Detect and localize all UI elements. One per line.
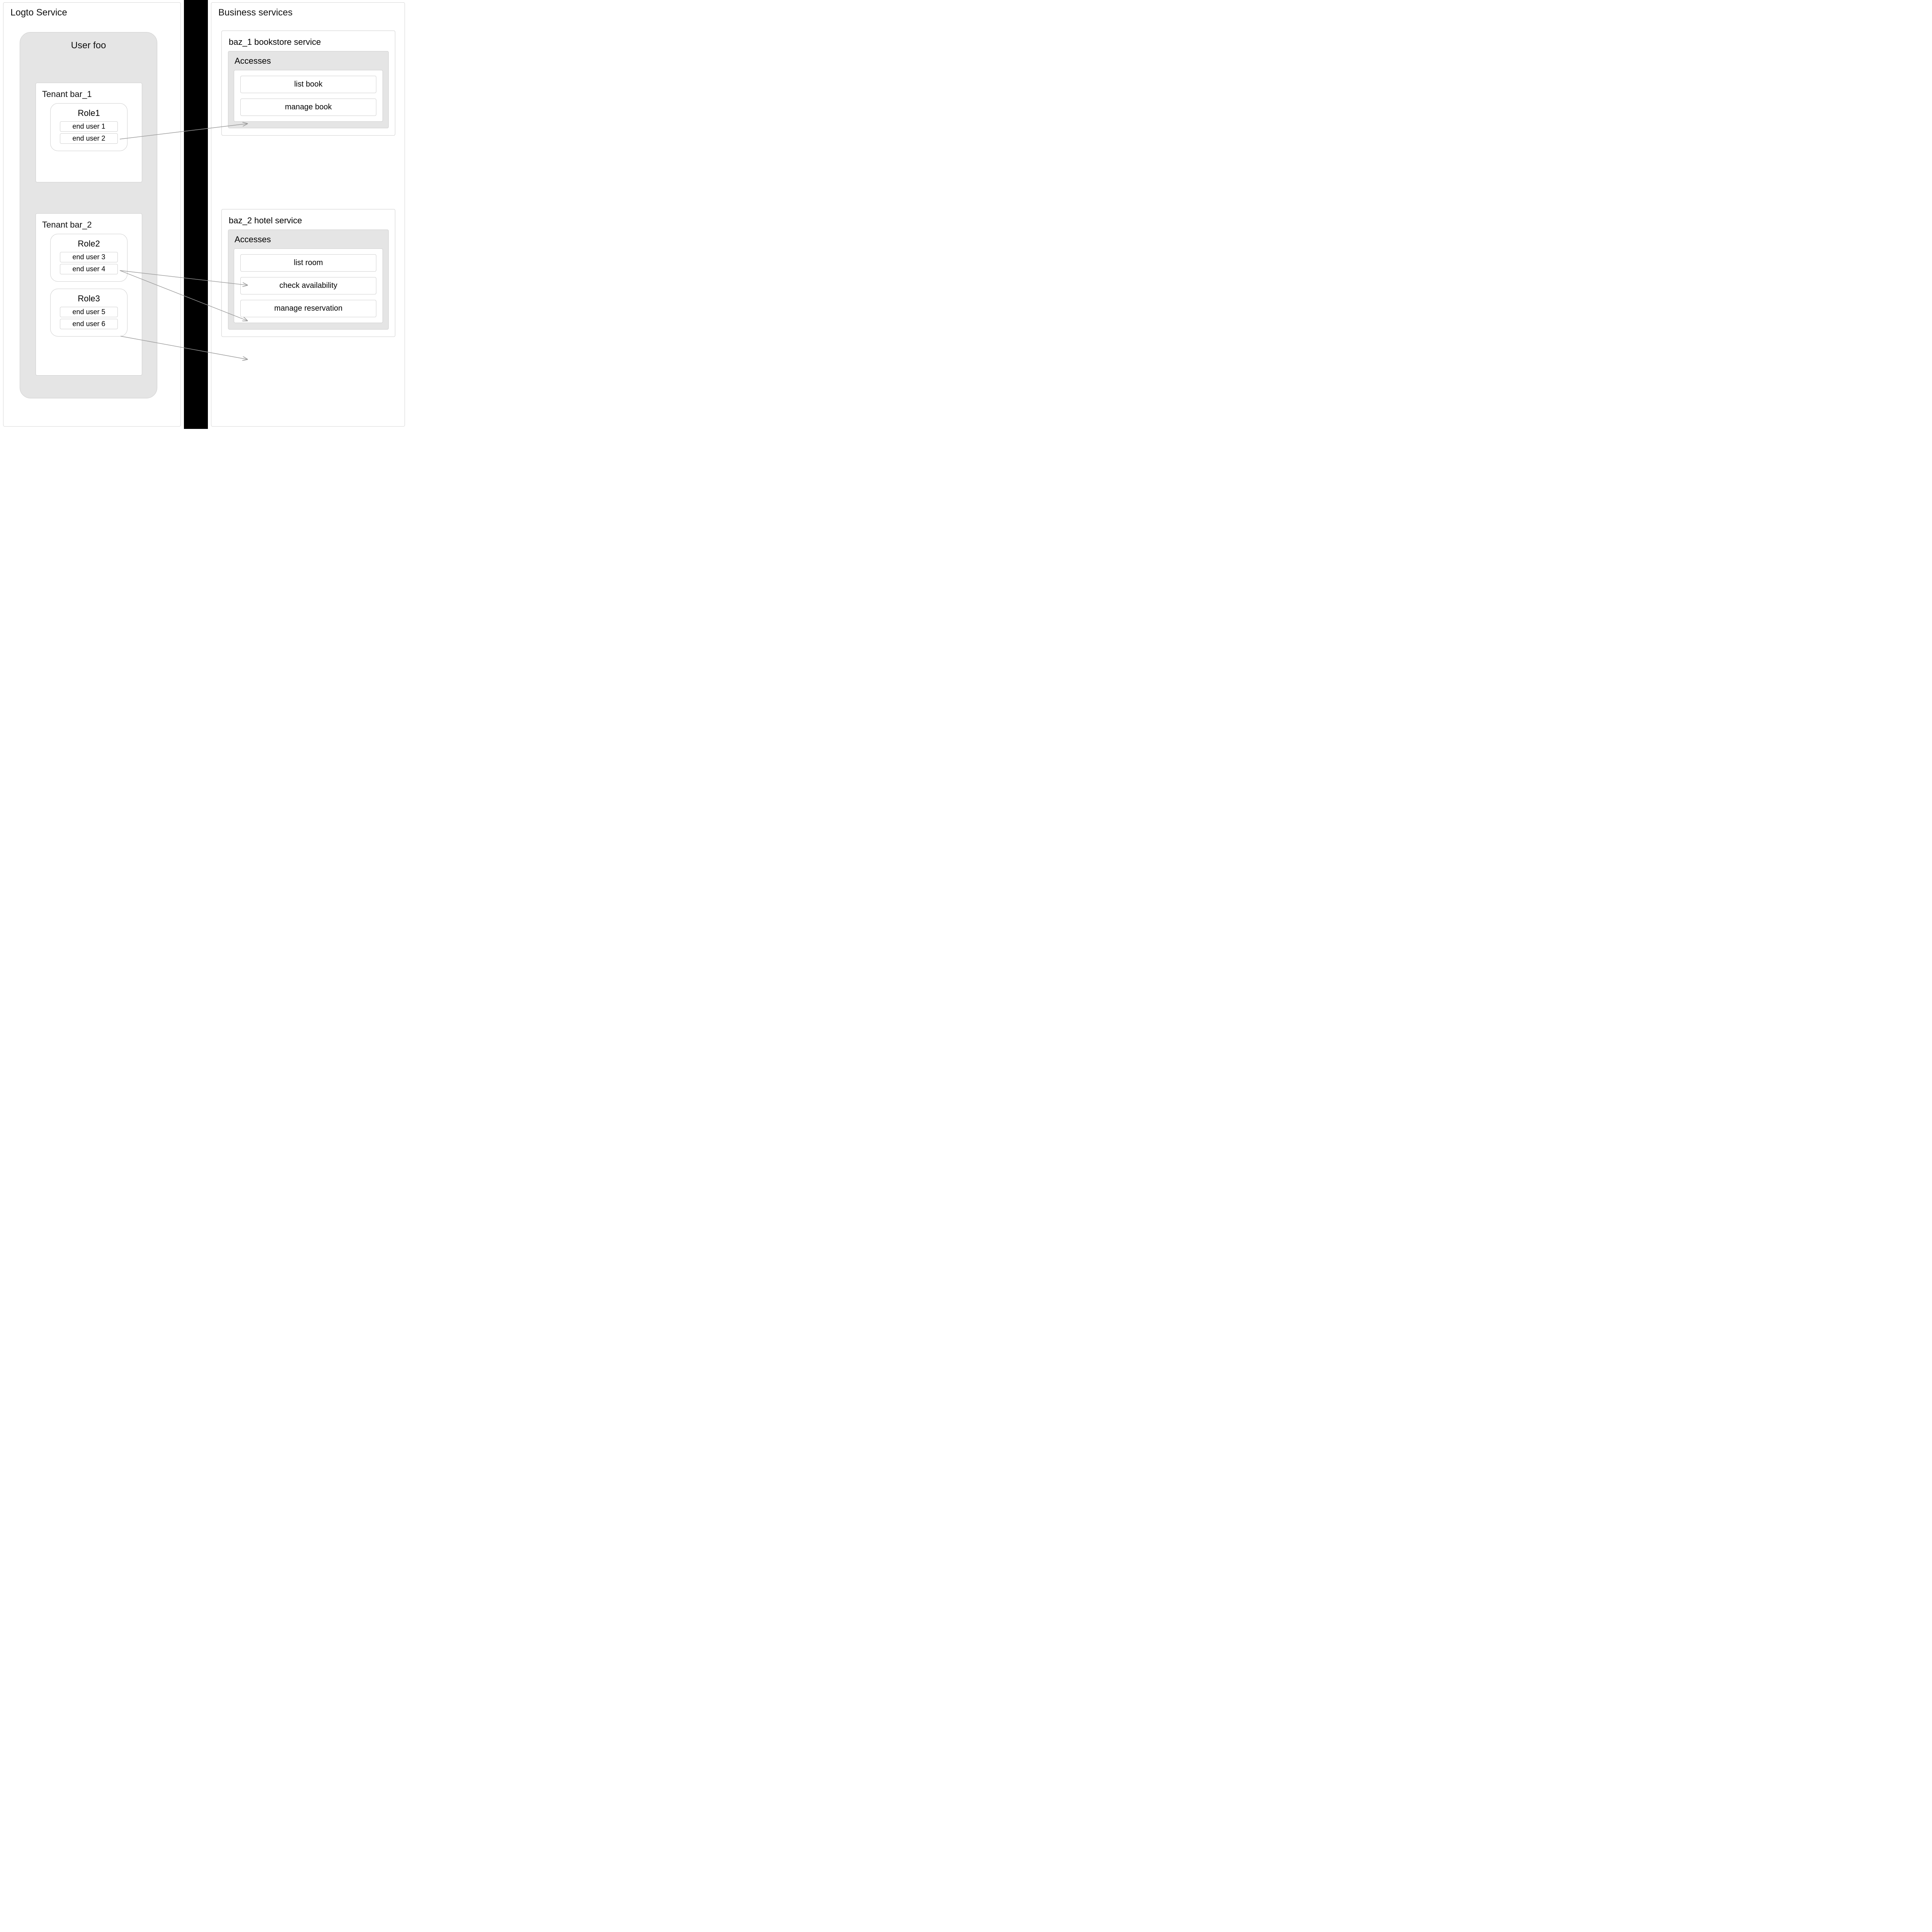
- baz2-accesses-title: Accesses: [234, 234, 383, 248]
- tenant-bar1-box: Tenant bar_1 Role1 end user 1 end user 2: [36, 83, 142, 182]
- baz2-accesses-box: Accesses list room check availability ma…: [228, 230, 389, 330]
- baz2-perm-list: list room check availability manage rese…: [234, 248, 383, 323]
- end-user-chip: end user 6: [60, 319, 118, 329]
- perm-list-book: list book: [240, 76, 376, 93]
- business-services-panel: Business services baz_1 bookstore servic…: [211, 2, 405, 427]
- role2-box: Role2 end user 3 end user 4: [50, 234, 128, 282]
- baz2-service-box: baz_2 hotel service Accesses list room c…: [221, 209, 395, 337]
- baz1-service-title: baz_1 bookstore service: [228, 36, 389, 51]
- role3-title: Role3: [56, 293, 122, 307]
- baz1-accesses-title: Accesses: [234, 55, 383, 70]
- tenant-bar1-title: Tenant bar_1: [41, 88, 136, 103]
- role1-box: Role1 end user 1 end user 2: [50, 103, 128, 151]
- business-services-title: Business services: [211, 3, 405, 20]
- tenant-bar2-box: Tenant bar_2 Role2 end user 3 end user 4…: [36, 213, 142, 376]
- role1-title: Role1: [56, 107, 122, 121]
- perm-list-room: list room: [240, 254, 376, 272]
- logto-service-panel: Logto Service User foo Tenant bar_1 Role…: [3, 2, 181, 427]
- role2-title: Role2: [56, 238, 122, 252]
- center-divider: [184, 0, 208, 429]
- end-user-chip: end user 4: [60, 264, 118, 274]
- user-foo-box: User foo Tenant bar_1 Role1 end user 1 e…: [20, 32, 157, 398]
- baz1-perm-list: list book manage book: [234, 70, 383, 122]
- role3-box: Role3 end user 5 end user 6: [50, 289, 128, 337]
- tenant-bar2-title: Tenant bar_2: [41, 218, 136, 234]
- baz1-service-box: baz_1 bookstore service Accesses list bo…: [221, 31, 395, 136]
- end-user-chip: end user 5: [60, 307, 118, 317]
- perm-manage-book: manage book: [240, 99, 376, 116]
- baz1-accesses-box: Accesses list book manage book: [228, 51, 389, 128]
- perm-check-availability: check availability: [240, 277, 376, 294]
- end-user-chip: end user 3: [60, 252, 118, 262]
- user-foo-title: User foo: [20, 32, 157, 55]
- baz2-service-title: baz_2 hotel service: [228, 215, 389, 230]
- perm-manage-reservation: manage reservation: [240, 300, 376, 317]
- end-user-chip: end user 2: [60, 133, 118, 144]
- end-user-chip: end user 1: [60, 121, 118, 132]
- logto-service-title: Logto Service: [3, 3, 180, 20]
